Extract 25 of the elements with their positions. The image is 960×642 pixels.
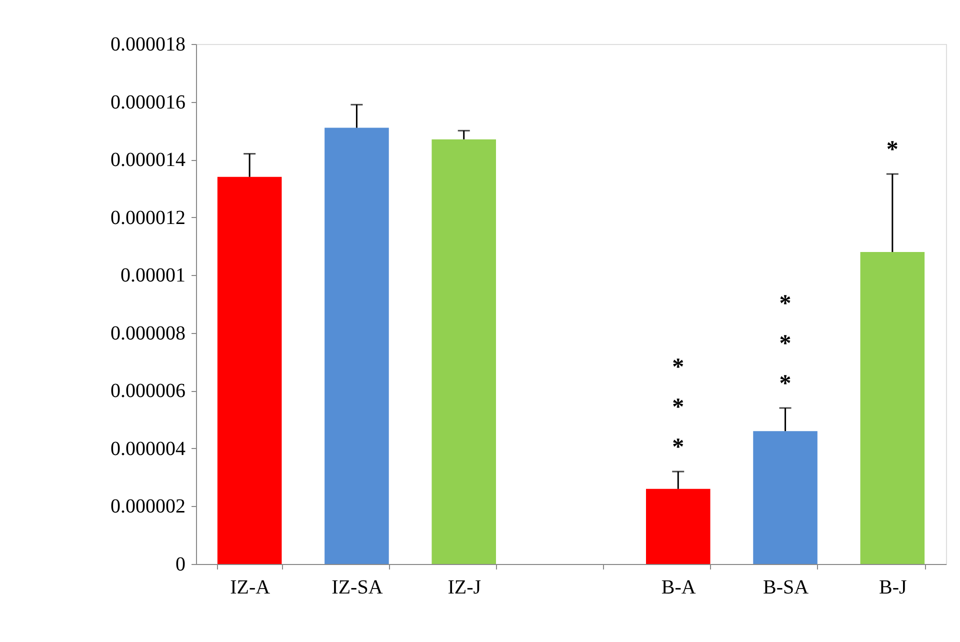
y-tick-label: 0.000016: [110, 91, 186, 114]
bar: [860, 252, 925, 564]
y-tick-label: 0.000004: [110, 438, 186, 460]
y-tick-label: 0.000006: [110, 380, 186, 402]
y-tick-label: 0.000018: [110, 34, 186, 56]
annotation: ***: [779, 291, 792, 397]
annotation: ***: [672, 354, 684, 461]
y-tick-label: 0: [176, 554, 186, 576]
bar: [217, 176, 282, 564]
bar: [646, 488, 710, 564]
annotation: *: [886, 137, 898, 163]
x-tick-label: B-J: [879, 576, 908, 598]
bar: [324, 128, 389, 564]
x-tick-label: IZ-SA: [332, 576, 384, 598]
y-tick-label: 0.000012: [110, 206, 186, 229]
y-tick-label: 0.000014: [110, 149, 186, 172]
x-tick-label: IZ-J: [448, 576, 482, 598]
y-tick-label: 0.000008: [110, 322, 186, 344]
y-tick-label: 0.000002: [110, 496, 186, 518]
x-tick-label: B-A: [661, 576, 696, 598]
x-tick-label: B-SA: [762, 576, 810, 598]
y-tick-label: 0.00001: [120, 264, 186, 287]
bar: [432, 139, 496, 564]
x-tick-label: IZ-A: [230, 576, 271, 598]
bar: [753, 431, 818, 564]
